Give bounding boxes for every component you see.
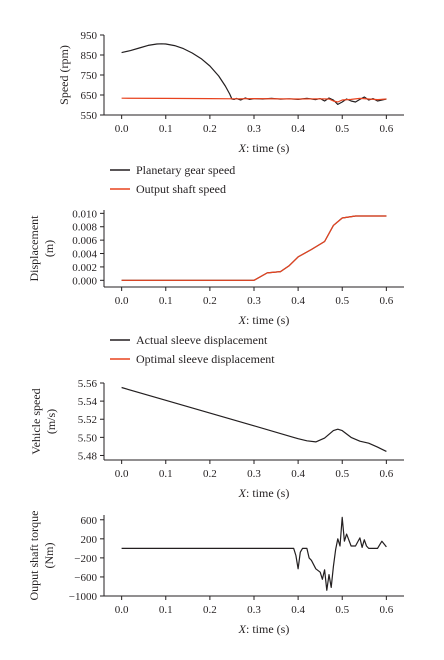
y-tick-label: −600 [74, 572, 97, 584]
chart-panel-1: 0.0 0.1 0.2 0.3 0.4 0.5 0.6 550 650 750 850 950 X: t… [57, 30, 404, 196]
x-tick-label: 0.1 [159, 604, 173, 616]
y-tick-label: 0.004 [72, 249, 97, 261]
x-tick-label: 0.2 [203, 295, 217, 307]
x-tick-label: 0.5 [335, 295, 349, 307]
y-tick-label: 650 [81, 90, 98, 102]
y-tick-label: 5.50 [78, 432, 98, 444]
legend-label: Actual sleeve displacement [136, 333, 268, 347]
y-tick-label: 0.010 [72, 208, 97, 220]
x-tick-label: 0.5 [335, 123, 349, 135]
x-axis-label: X: time (s) [238, 313, 290, 327]
y-tick-label: 950 [81, 30, 98, 42]
y-tick-label: −1000 [69, 591, 98, 603]
y-axis-label: Ouput shaft torque(Nm) [27, 511, 56, 601]
x-tick-label: 0.0 [115, 123, 129, 135]
y-tick-label: 200 [81, 534, 98, 546]
x-tick-label: 0.4 [291, 604, 305, 616]
legend-label: Optimal sleeve displacement [136, 352, 275, 366]
x-tick-label: 0.5 [335, 468, 349, 480]
x-tick-label: 0.6 [379, 123, 393, 135]
x-tick-label: 0.4 [291, 123, 305, 135]
x-tick-label: 0.1 [159, 123, 173, 135]
y-tick-label: 0.002 [72, 262, 97, 274]
x-tick-label: 0.3 [247, 295, 261, 307]
legend-label: Output shaft speed [136, 182, 226, 196]
y-tick-label: 0.008 [72, 222, 97, 234]
x-tick-label: 0.4 [291, 295, 305, 307]
y-tick-label: 0.006 [72, 235, 97, 247]
y-tick-label: 5.56 [78, 378, 98, 390]
y-tick-label: 600 [81, 515, 98, 527]
x-tick-label: 0.6 [379, 604, 393, 616]
series-line-2 [121, 215, 387, 281]
x-tick-label: 0.5 [335, 604, 349, 616]
x-tick-label: 0.6 [379, 295, 393, 307]
legend: Planetary gear speed Output shaft speed [110, 163, 235, 196]
y-axis-label: Vehicle speed(m/s) [29, 388, 58, 454]
x-tick-label: 0.2 [203, 604, 217, 616]
x-tick-label: 0.0 [115, 604, 129, 616]
y-tick-label: 0.000 [72, 275, 97, 287]
x-tick-label: 0.1 [159, 468, 173, 480]
series-line-1 [121, 215, 387, 281]
x-tick-label: 0.3 [247, 604, 261, 616]
series-line-1 [121, 516, 387, 591]
x-axis-label: X: time (s) [238, 622, 290, 636]
y-tick-label: 750 [81, 70, 98, 82]
chart-panel-3: 0.0 0.1 0.2 0.3 0.4 0.5 0.6 5.48 5.50 5.52 5.54 5.5… [29, 378, 404, 500]
y-tick-label: −200 [74, 553, 97, 565]
series-line-2 [121, 97, 387, 103]
x-tick-label: 0.6 [379, 468, 393, 480]
x-tick-label: 0.0 [115, 468, 129, 480]
legend-label: Planetary gear speed [136, 163, 235, 177]
y-axis-label: Displacement(m) [27, 215, 56, 282]
y-axis-label: Speed (rpm) [57, 45, 71, 105]
x-tick-label: 0.3 [247, 123, 261, 135]
y-tick-label: 5.48 [78, 450, 98, 462]
x-tick-label: 0.4 [291, 468, 305, 480]
y-tick-label: 850 [81, 50, 98, 62]
y-tick-label: 5.52 [78, 414, 97, 426]
legend: Actual sleeve displacement Optimal sleeve… [110, 333, 275, 366]
series-line-1 [121, 386, 387, 452]
x-axis-label: X: time (s) [238, 486, 290, 500]
y-tick-label: 550 [81, 110, 98, 122]
x-tick-label: 0.3 [247, 468, 261, 480]
x-tick-label: 0.2 [203, 468, 217, 480]
x-tick-label: 0.2 [203, 123, 217, 135]
chart-panel-4: 0.0 0.1 0.2 0.3 0.4 0.5 0.6 −1000 −600 −200 200 600… [27, 511, 404, 636]
x-tick-label: 0.0 [115, 295, 129, 307]
series-line-1 [121, 43, 387, 105]
y-tick-label: 5.54 [78, 396, 98, 408]
x-axis-label: X: time (s) [238, 141, 290, 155]
x-tick-label: 0.1 [159, 295, 173, 307]
